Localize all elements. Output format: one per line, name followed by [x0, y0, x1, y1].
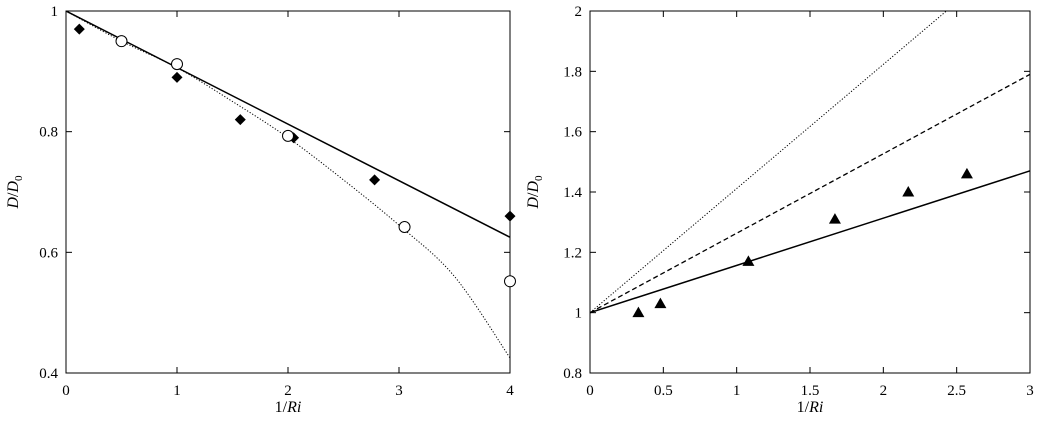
x-tick-label: 3 [395, 383, 403, 399]
panel-1: 0 1 2 3 40.40.60.811/RiD/D0 [5, 4, 516, 416]
circle-point [398, 220, 411, 233]
x-tick-label: 0.5 [654, 383, 673, 399]
y-tick-label: 1 [51, 4, 59, 20]
y-axis-title-variable: D [5, 197, 22, 210]
triangle-point [828, 213, 841, 224]
y-axis-title-separator: / [525, 192, 542, 197]
x-tick-label: 0 [586, 383, 594, 399]
x-tick-label: 1.5 [801, 383, 820, 399]
y-axis-title-variable-2: D [5, 181, 22, 194]
y-axis-title-subscript: 0 [13, 175, 25, 181]
x-axis-title-variable: Ri [286, 399, 301, 416]
y-tick-label: 1.6 [563, 125, 582, 141]
y-tick-label: 2 [575, 4, 583, 20]
dotted-fit-curve [66, 11, 510, 359]
x-tick-label: 0 [62, 383, 70, 399]
dotted-fit-line [590, 11, 947, 314]
y-tick-label: 0.4 [39, 366, 58, 382]
y-tick-label: 1.2 [563, 245, 582, 261]
x-tick-label: 2.5 [947, 383, 966, 399]
y-axis-title-subscript: 0 [533, 175, 545, 181]
y-axis-title-variable-2: D [525, 181, 542, 194]
y-axis-title: D/D0 [5, 175, 25, 210]
diamond-point [73, 23, 85, 35]
diamond-point [369, 174, 381, 186]
x-tick-label: 1 [733, 383, 741, 399]
y-tick-label: 1 [575, 306, 583, 322]
x-axis-title: 1/Ri [797, 399, 824, 416]
triangle-point [960, 167, 973, 179]
solid-fit-line [590, 170, 1030, 314]
x-tick-label: 2 [880, 383, 888, 399]
y-axis-title-separator: / [5, 192, 22, 197]
solid-fit-line [66, 11, 510, 238]
diamond-point [504, 210, 516, 222]
circle-point [282, 129, 294, 142]
diamond-point [171, 71, 183, 83]
plot-frame [65, 10, 511, 374]
triangle-point [654, 297, 667, 309]
circle-point [115, 35, 128, 48]
x-tick-label: 3 [1026, 383, 1034, 399]
x-axis-title-prefix: 1/ [275, 399, 288, 416]
triangle-point [742, 255, 755, 266]
y-tick-label: 0.8 [563, 366, 582, 382]
y-tick-label: 1.8 [563, 64, 582, 80]
circle-point [171, 58, 183, 71]
x-tick-label: 2 [284, 383, 292, 399]
triangle-point [632, 306, 645, 318]
x-tick-label: 4 [506, 383, 514, 399]
y-axis-title: D/D0 [525, 175, 545, 210]
y-axis-title-variable: D [525, 197, 542, 210]
x-axis-title-variable: Ri [808, 399, 823, 416]
circle-point [504, 275, 516, 288]
triangle-point [902, 186, 915, 197]
y-tick-label: 0.8 [39, 125, 58, 141]
y-tick-label: 0.6 [39, 245, 58, 261]
diamond-point [234, 114, 246, 126]
panel-2: 0 0.5 1 1.5 2 2.5 30.811.21.41.61.821/RiD/D0 [525, 4, 1034, 416]
x-axis-title-prefix: 1/ [797, 399, 810, 416]
x-tick-label: 1 [173, 383, 181, 399]
dashed-fit-line [590, 73, 1030, 314]
x-axis-title: 1/Ri [275, 399, 302, 416]
y-tick-label: 1.4 [563, 185, 582, 201]
